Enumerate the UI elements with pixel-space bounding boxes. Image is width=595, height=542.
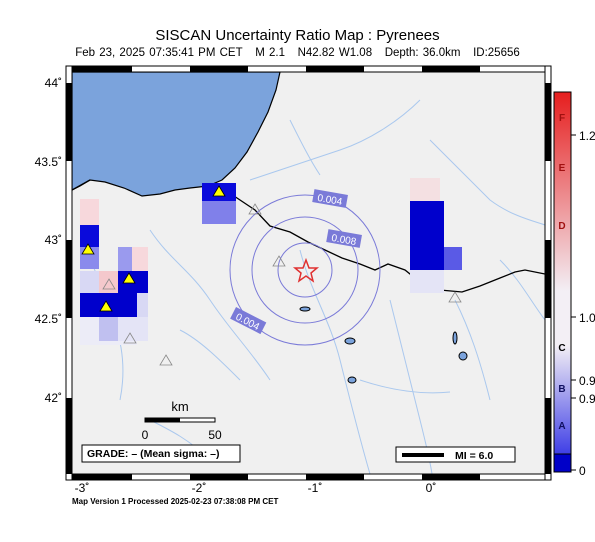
footer-processed: Map Version 1 Processed 2025-02-23 07:38… (72, 497, 279, 506)
station-triangle (212, 185, 226, 197)
colorbar-value: 1.2 (579, 129, 595, 143)
colorbar: F E D C B A 1.2 1.0 0.9 0.9 0 (553, 91, 595, 478)
colorbar-letter-d: D (558, 221, 565, 232)
colorbar-letter-e: E (559, 163, 566, 174)
map-title: SISCAN Uncertainty Ratio Map : Pyrenees (155, 27, 440, 44)
map-subtitle: Feb 23, 2025 07:35:41 PM CET M 2.1 N42.8… (0, 47, 595, 59)
station-triangle (448, 291, 462, 303)
x-label: -2˚ (192, 481, 207, 495)
station-triangle (123, 332, 137, 344)
grade-text: GRADE: – (Mean sigma: –) (87, 448, 219, 460)
scale-label-0: 0 (142, 428, 149, 442)
lake (299, 306, 311, 312)
y-axis-labels: 44˚ 43.5˚ 43˚ 42.5˚ 42˚ (35, 76, 62, 405)
event-depth: Depth: 36.0km (384, 47, 461, 59)
event-datetime: Feb 23, 2025 07:35:41 PM CET (75, 47, 243, 59)
x-label: -3˚ (75, 481, 90, 495)
y-label: 43.5˚ (35, 155, 62, 169)
scale-unit: km (171, 399, 188, 414)
y-label: 44˚ (45, 76, 62, 90)
colorbar-value: 0.9 (579, 374, 595, 388)
colorbar-letter-c: C (558, 343, 565, 354)
station-triangle (102, 278, 116, 290)
y-label: 42˚ (45, 391, 62, 405)
station-triangle (81, 243, 95, 255)
rivers (81, 99, 545, 474)
station-triangle (122, 272, 136, 284)
lake (347, 376, 357, 384)
stations-used (81, 185, 226, 312)
station-triangle (248, 203, 262, 215)
mi-legend-box (395, 446, 516, 463)
scale-bar: km 0 50 (142, 399, 222, 442)
epicenter-star (292, 257, 320, 283)
contour-label: 0.004 (316, 193, 343, 208)
lake (344, 337, 356, 345)
map-frame (65, 65, 552, 481)
colorbar-value: 0 (579, 464, 586, 478)
station-triangle (159, 354, 173, 366)
station-triangle (272, 255, 286, 267)
colorbar-value: 1.0 (579, 311, 595, 325)
x-label: -1˚ (308, 481, 323, 495)
lake (452, 331, 458, 345)
mi-legend-text: MI = 6.0 (455, 450, 493, 462)
x-axis-labels: -3˚ -2˚ -1˚ 0˚ (75, 481, 437, 495)
y-label: 42.5˚ (35, 312, 62, 326)
contour-labels: 0.004 0.008 0.004 (230, 189, 362, 335)
event-id: ID:25656 (473, 47, 520, 59)
event-location: N42.82 W1.08 (297, 47, 373, 59)
colorbar-value: 0.9 (579, 392, 595, 406)
colorbar-letter-f: F (559, 113, 565, 124)
colorbar-letter-a: A (558, 421, 565, 432)
x-label: 0˚ (426, 481, 437, 495)
stations-other (102, 203, 462, 366)
grade-box (81, 444, 241, 463)
map-area: 0.004 0.008 0.004 (72, 72, 545, 474)
contours (229, 194, 381, 346)
contour-label: 0.008 (330, 233, 357, 248)
event-magnitude: M 2.1 (255, 47, 285, 59)
y-label: 43˚ (45, 233, 62, 247)
scale-label-50: 50 (208, 428, 222, 442)
station-triangle (99, 300, 113, 312)
colorbar-letter-b: B (558, 384, 565, 395)
lake (458, 351, 468, 361)
